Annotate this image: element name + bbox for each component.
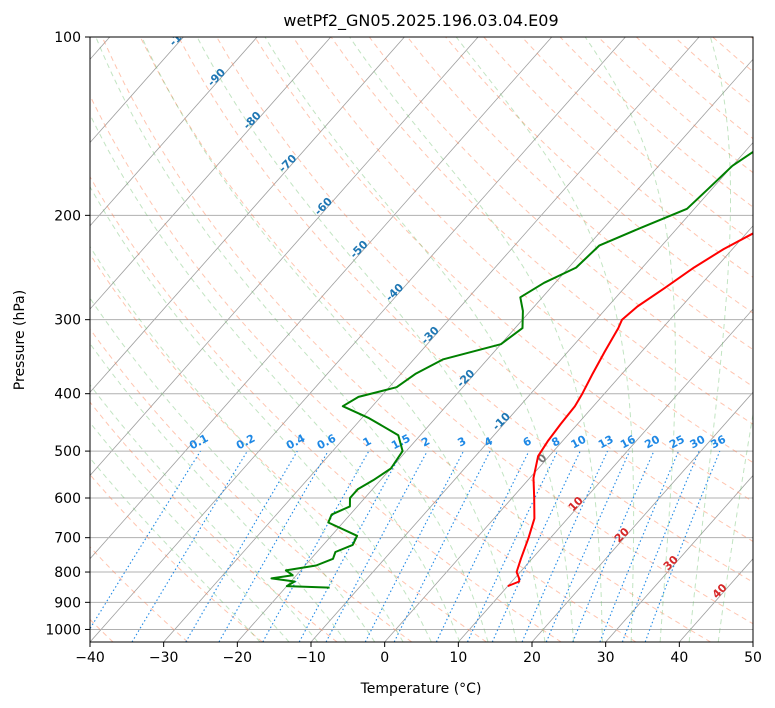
mixing-ratio-line [131, 450, 248, 642]
dry-adiabat-line [178, 37, 753, 583]
moist-adiabat-line [141, 37, 517, 642]
y-tick-label: 500 [54, 444, 81, 460]
chart-title: wetPf2_GN05.2025.196.03.04.E09 [283, 11, 558, 31]
mixing-ratio-label: 25 [667, 433, 687, 452]
mixing-ratio-line [545, 450, 631, 642]
x-tick-label: 10 [449, 650, 467, 666]
isotherm-line [90, 37, 258, 227]
dry-adiabat-line [90, 401, 338, 642]
mixing-ratio-line [572, 450, 655, 642]
dewpoint-trace [270, 150, 753, 589]
isotherm-line [90, 37, 553, 560]
dry-adiabat-line [445, 37, 753, 314]
mixing-ratio-line [644, 450, 721, 642]
y-axis-label: Pressure (hPa) [12, 290, 28, 390]
x-tick-label: −40 [75, 650, 105, 666]
moist-adiabat-line [90, 297, 376, 642]
mixing-ratio-line [393, 450, 491, 642]
moist-adiabat-line [90, 185, 432, 642]
isotherm-label: -100 [167, 20, 196, 49]
isotherm-line [163, 37, 700, 642]
moist-adiabat-line [349, 37, 603, 642]
mixing-ratio-line [325, 450, 428, 642]
y-tick-label: 900 [54, 595, 81, 611]
mixing-ratio-line [599, 450, 680, 642]
moist-adiabat-line [90, 421, 290, 642]
moist-adiabat-line [90, 383, 319, 642]
mixing-ratio-label: 10 [569, 433, 589, 452]
y-tick-label: 400 [54, 387, 81, 403]
mixing-ratio-label: 36 [708, 433, 728, 452]
moist-adiabat-line [90, 457, 261, 642]
dry-adiabat-line [90, 473, 263, 642]
y-tick-label: 300 [54, 313, 81, 329]
moist-adiabat-line [264, 37, 575, 642]
isotherm-line [605, 474, 753, 642]
x-tick-label: −20 [223, 650, 253, 666]
moist-adiabat-line [95, 37, 489, 642]
x-tick-label: −10 [296, 650, 326, 666]
x-axis-label: Temperature (°C) [360, 681, 482, 697]
mixing-ratio-line [298, 450, 403, 642]
isotherm-line [90, 37, 184, 144]
grid-lines [90, 37, 753, 642]
dry-adiabat-line [330, 37, 753, 425]
x-tick-label: 30 [597, 650, 615, 666]
isotherm-line [90, 37, 626, 642]
x-tick-label: 0 [380, 650, 389, 666]
mixing-ratio-line [262, 450, 370, 642]
isotherm-line [384, 225, 753, 642]
y-tick-label: 1000 [45, 622, 81, 638]
isotherm-line [90, 37, 332, 310]
dry-adiabat-line [254, 37, 753, 503]
moist-adiabat-line [196, 37, 546, 642]
dry-adiabat-line [368, 37, 753, 388]
temperature-trace [507, 232, 753, 588]
mixing-ratio-line [621, 450, 700, 642]
moist-adiabat-line [455, 37, 635, 642]
moist-adiabat-line [717, 411, 753, 642]
mixing-ratio-label: 13 [596, 433, 616, 452]
mixing-ratio-label: 30 [688, 433, 708, 452]
isotherm-line [90, 37, 405, 393]
x-tick-label: 50 [744, 650, 762, 666]
y-tick-label: 100 [54, 30, 81, 46]
mixing-ratio-label: 16 [618, 433, 638, 452]
moist-adiabat-line [90, 245, 404, 642]
sounding-traces [270, 150, 753, 589]
dry-adiabat-line [216, 37, 753, 543]
y-tick-label: 200 [54, 208, 81, 224]
plot-frame [89, 36, 754, 643]
y-tick-label: 800 [54, 565, 81, 581]
isotherm-line [90, 37, 479, 477]
moist-adiabat-line [90, 113, 461, 642]
y-tick-label: 700 [54, 531, 81, 547]
isotherm-line [310, 141, 753, 642]
x-tick-label: 40 [670, 650, 688, 666]
dry-adiabat-line [90, 175, 562, 642]
isotherm-line [237, 58, 753, 642]
isotherm-line [531, 391, 753, 642]
dry-adiabat-line [90, 253, 487, 642]
mixing-ratio-line [521, 450, 609, 642]
dry-adiabat-line [101, 37, 711, 642]
moist-adiabat-line [688, 37, 731, 642]
moist-adiabat-line [584, 37, 676, 642]
dry-adiabat-line [90, 94, 637, 642]
isotherm-line [458, 308, 753, 642]
mixing-ratio-label: 20 [642, 433, 662, 452]
x-tick-label: 20 [523, 650, 541, 666]
dry-adiabat-line [139, 37, 753, 625]
axes: −40 −30 −20 −10 0 10 20 30 40 50 100 200 300 400 500 60… [45, 30, 762, 666]
x-tick-label: −30 [149, 650, 179, 666]
y-tick-label: 600 [54, 491, 81, 507]
